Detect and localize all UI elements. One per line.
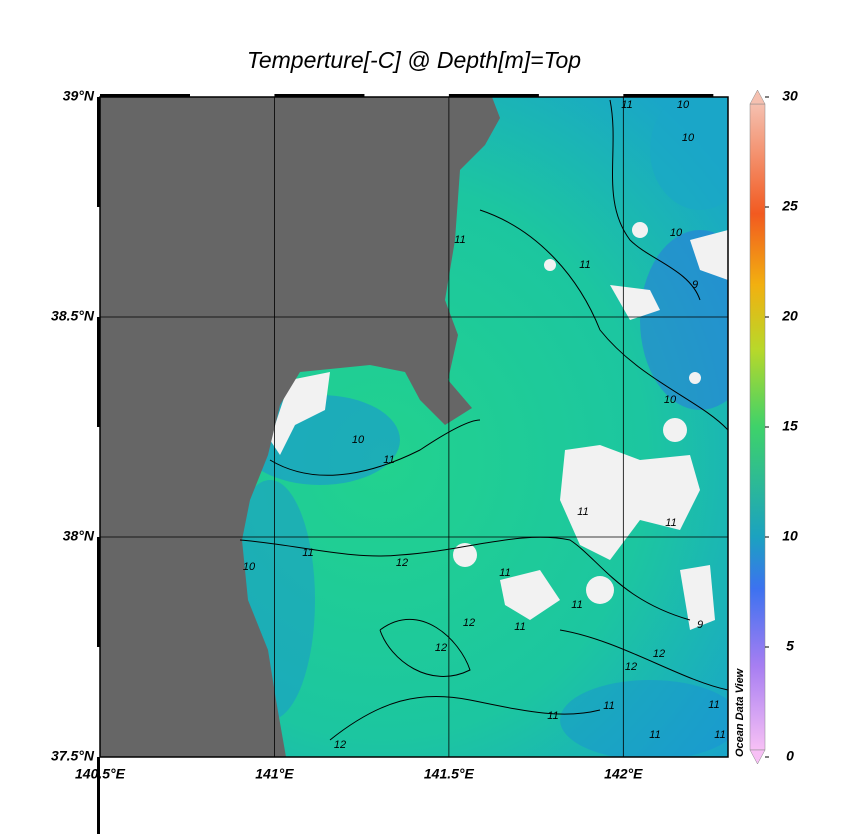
contour-label: 11 (714, 729, 725, 741)
contour-label: 11 (383, 454, 394, 466)
x-tick-label: 141.5°E (424, 766, 475, 782)
frame-tick (100, 94, 190, 97)
frame-tick (97, 537, 100, 647)
contour-label: 11 (577, 506, 588, 518)
missing-data (270, 222, 728, 630)
frame-tick (623, 94, 714, 97)
contour-label: 11 (603, 700, 614, 712)
contour-label: 9 (692, 279, 698, 291)
y-tick-label: 38°N (63, 528, 95, 544)
contour-label: 10 (352, 434, 365, 446)
contour-label: 9 (697, 619, 703, 631)
cold-patch (640, 230, 728, 410)
colorbar (749, 103, 766, 751)
contour-label: 12 (653, 648, 665, 660)
contour-label: 10 (682, 132, 695, 144)
colorbar-tick-label: 30 (782, 88, 798, 104)
x-tick-label: 141°E (255, 766, 294, 782)
contour-label: 11 (571, 599, 582, 611)
contour-label: 11 (579, 259, 590, 271)
frame-tick (97, 317, 100, 427)
contours (239, 99, 728, 741)
frame-tick (274, 94, 365, 97)
colorbar-cap-bottom (749, 749, 766, 765)
colorbar-tick-label: 15 (782, 418, 798, 434)
x-tick-label: 140.5°E (75, 766, 126, 782)
contour-label: 11 (665, 517, 676, 529)
contour-label: 12 (625, 661, 637, 673)
frame-tick (448, 94, 539, 97)
contour-label: 11 (454, 234, 465, 246)
contour-label: 12 (396, 557, 408, 569)
cold-patch (650, 97, 728, 210)
frame-tick (97, 757, 100, 834)
colorbar-tick-label: 0 (786, 748, 794, 764)
contour-label: 11 (499, 567, 510, 579)
watermark: Ocean Data View (734, 667, 746, 757)
land (100, 97, 500, 757)
colorbar-tick-label: 25 (781, 198, 798, 214)
title: Temperture[-C] @ Depth[m]=Top (247, 47, 581, 73)
colorbar-tick-label: 5 (786, 638, 794, 654)
contour-label: 11 (621, 99, 632, 111)
contour-label: 10 (664, 394, 677, 406)
contour-label: 10 (243, 561, 256, 573)
cold-patch (560, 680, 728, 757)
colorbar-tick-label: 10 (782, 528, 798, 544)
x-tick-label: 142°E (604, 766, 643, 782)
contour-label: 11 (708, 699, 719, 711)
frame-tick (97, 97, 100, 207)
contour-label: 12 (463, 617, 475, 629)
y-tick-label: 39°N (63, 88, 95, 104)
contour-label: 11 (547, 710, 558, 722)
contour-label: 12 (334, 739, 346, 751)
contour-label: 10 (677, 99, 690, 111)
colorbar-cap-top (749, 89, 766, 105)
y-tick-label: 37.5°N (51, 748, 95, 764)
contour-label: 11 (649, 729, 660, 741)
contour-label: 12 (435, 642, 447, 654)
contour-label: 11 (302, 547, 313, 559)
y-tick-label: 38.5°N (51, 308, 95, 324)
contour-label: 10 (670, 227, 683, 239)
contour-label: 11 (514, 621, 525, 633)
colorbar-tick-label: 20 (781, 308, 798, 324)
